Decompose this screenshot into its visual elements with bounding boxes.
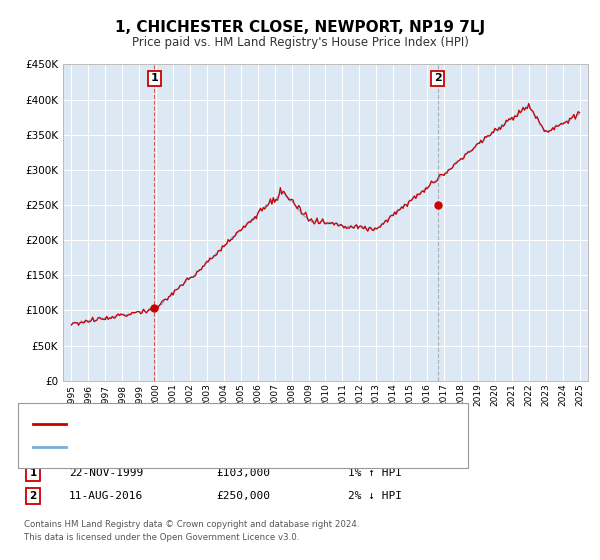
Text: 2: 2 [434, 73, 442, 83]
Text: Contains HM Land Registry data © Crown copyright and database right 2024.: Contains HM Land Registry data © Crown c… [24, 520, 359, 529]
Text: 1: 1 [29, 468, 37, 478]
Text: £250,000: £250,000 [216, 491, 270, 501]
Text: 2% ↓ HPI: 2% ↓ HPI [348, 491, 402, 501]
Text: 1, CHICHESTER CLOSE, NEWPORT, NP19 7LJ (detached house): 1, CHICHESTER CLOSE, NEWPORT, NP19 7LJ (… [71, 419, 394, 429]
Text: Price paid vs. HM Land Registry's House Price Index (HPI): Price paid vs. HM Land Registry's House … [131, 36, 469, 49]
Text: This data is licensed under the Open Government Licence v3.0.: This data is licensed under the Open Gov… [24, 533, 299, 542]
Text: 11-AUG-2016: 11-AUG-2016 [69, 491, 143, 501]
Text: 1, CHICHESTER CLOSE, NEWPORT, NP19 7LJ: 1, CHICHESTER CLOSE, NEWPORT, NP19 7LJ [115, 20, 485, 35]
Text: 22-NOV-1999: 22-NOV-1999 [69, 468, 143, 478]
Text: £103,000: £103,000 [216, 468, 270, 478]
Text: 2: 2 [29, 491, 37, 501]
Text: HPI: Average price, detached house, Newport: HPI: Average price, detached house, Newp… [71, 442, 308, 452]
Text: 1: 1 [151, 73, 158, 83]
Text: 1% ↑ HPI: 1% ↑ HPI [348, 468, 402, 478]
